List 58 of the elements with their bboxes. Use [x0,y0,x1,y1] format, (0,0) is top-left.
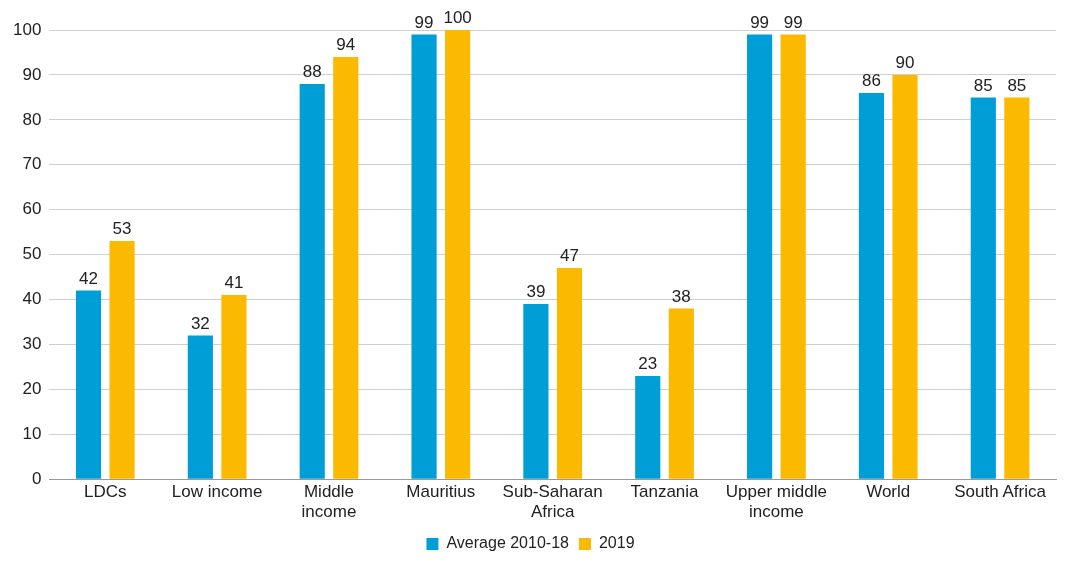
x-tick-label: Sub-Saharan Africa [502,482,603,522]
bar [747,34,773,479]
bar [858,92,885,479]
x-tick-label: LDCs [84,482,127,502]
data-label: 90 [895,53,915,73]
data-label: 86 [861,71,881,91]
legend-label: Average 2010-18 [446,534,570,552]
y-tick-label: 20 [22,379,42,399]
y-tick-label: 70 [22,154,42,174]
data-label: 42 [79,268,98,288]
data-label: 85 [973,75,993,95]
x-tick-label: Low income [171,482,263,502]
y-tick-label: 100 [12,19,42,39]
bar [75,290,102,479]
bar [299,83,325,479]
y-tick-label: 30 [22,334,42,354]
y-tick-label: 0 [31,468,42,488]
bar [780,34,806,479]
y-tick-label: 10 [22,423,42,443]
data-label: 53 [112,219,132,239]
legend-label: 2019 [598,534,635,552]
data-label: 99 [750,12,770,32]
x-tick-label: Tanzania [630,482,700,502]
data-label: 99 [783,12,803,32]
bar [635,375,661,479]
data-label: 23 [638,354,658,374]
data-label: 88 [302,62,322,82]
y-tick-label: 40 [22,289,42,309]
bar [1004,97,1030,479]
data-label: 38 [671,286,691,306]
x-tick-label: Middle income [301,482,357,522]
data-label: 39 [526,282,546,302]
data-label: 99 [414,12,434,32]
data-label: 32 [190,313,210,333]
bar [445,30,471,479]
x-tick-label: South Africa [954,482,1047,502]
bar [556,268,583,479]
bar [668,308,694,479]
data-label: 41 [224,273,244,293]
bar [523,304,549,479]
x-tick-label: World [866,482,911,502]
bar [411,34,437,479]
data-label: 94 [336,35,356,55]
y-tick-label: 60 [22,199,42,219]
data-label: 100 [443,8,472,28]
y-tick-label: 50 [22,244,42,264]
y-tick-label: 80 [22,109,42,129]
bar [333,56,359,479]
bar [892,74,918,479]
bar [187,335,213,479]
bar [970,97,996,479]
data-label: 85 [1007,75,1027,95]
bar [221,295,247,479]
data-label: 47 [560,246,579,266]
y-tick-label: 90 [22,64,42,84]
bar [109,241,135,479]
x-tick-label: Mauritius [406,482,476,502]
x-tick-label: Upper middle income [725,482,827,522]
